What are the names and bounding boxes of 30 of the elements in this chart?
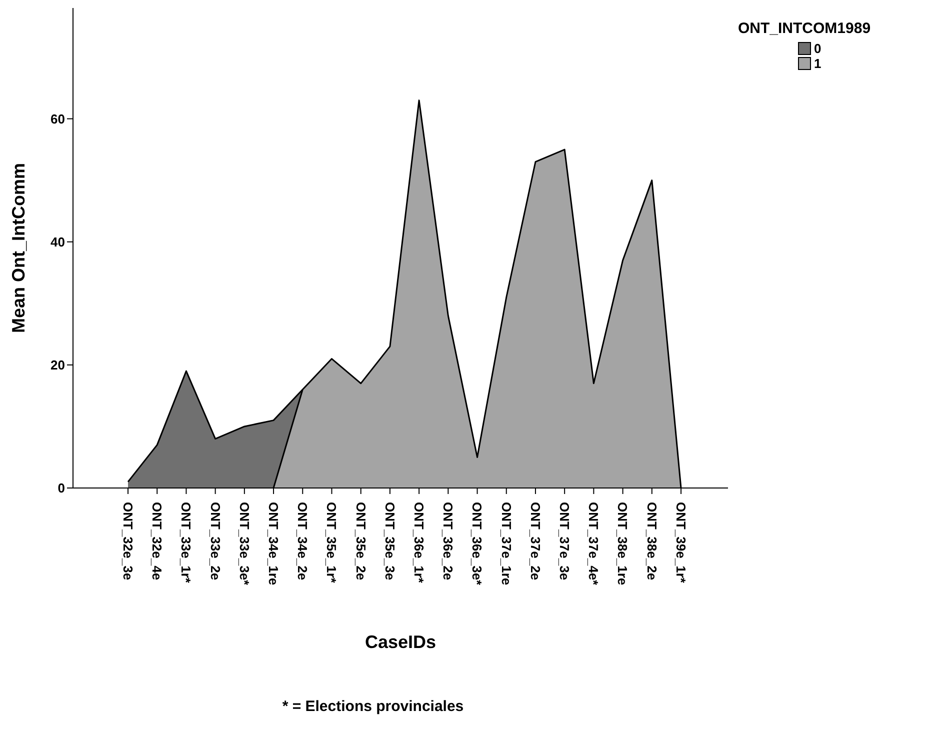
x-tick-label: ONT_35e_3e <box>382 502 398 580</box>
x-tick-label: ONT_32e_4e <box>150 502 165 580</box>
x-tick-label: ONT_34e_2e <box>295 502 310 580</box>
x-tick-label: ONT_39e_1r* <box>673 502 688 584</box>
x-tick-label: ONT_34e_1re <box>266 502 281 586</box>
y-tick-label: 20 <box>50 358 65 373</box>
legend-title: ONT_INTCOM1989 <box>738 20 871 37</box>
x-tick-label: ONT_37e_1re <box>498 502 514 586</box>
x-tick-label: ONT_38e_2e <box>644 502 660 580</box>
x-tick-label: ONT_35e_2e <box>353 502 368 580</box>
legend-label: 0 <box>814 41 822 56</box>
x-tick-label: ONT_37e_2e <box>528 502 543 580</box>
y-tick-label: 40 <box>50 234 65 250</box>
x-tick-label: ONT_33e_1r* <box>178 502 194 584</box>
x-tick-label: ONT_32e_3e <box>120 502 136 580</box>
x-tick-label: ONT_38e_1re <box>615 502 630 586</box>
legend-label: 1 <box>814 56 822 71</box>
x-tick-label: ONT_33e_2e <box>208 502 223 580</box>
y-tick-label: 60 <box>50 111 65 126</box>
x-tick-label: ONT_36e_1r* <box>412 502 427 584</box>
x-axis-title: CaseIDs <box>364 632 436 652</box>
x-tick-label: ONT_35e_1r* <box>324 502 340 584</box>
x-tick-label: ONT_37e_3e <box>557 502 572 580</box>
y-axis-title: Mean Ont_IntComm <box>8 162 28 334</box>
y-tick-label: 0 <box>58 480 65 496</box>
text: * = Elections provinciales <box>281 698 465 715</box>
x-tick-label: ONT_36e_2e <box>440 502 456 580</box>
x-tick-label: ONT_36e_3e* <box>470 502 485 586</box>
x-tick-label: ONT_33e_3e* <box>236 502 252 586</box>
x-tick-label: ONT_37e_4e* <box>586 502 602 586</box>
